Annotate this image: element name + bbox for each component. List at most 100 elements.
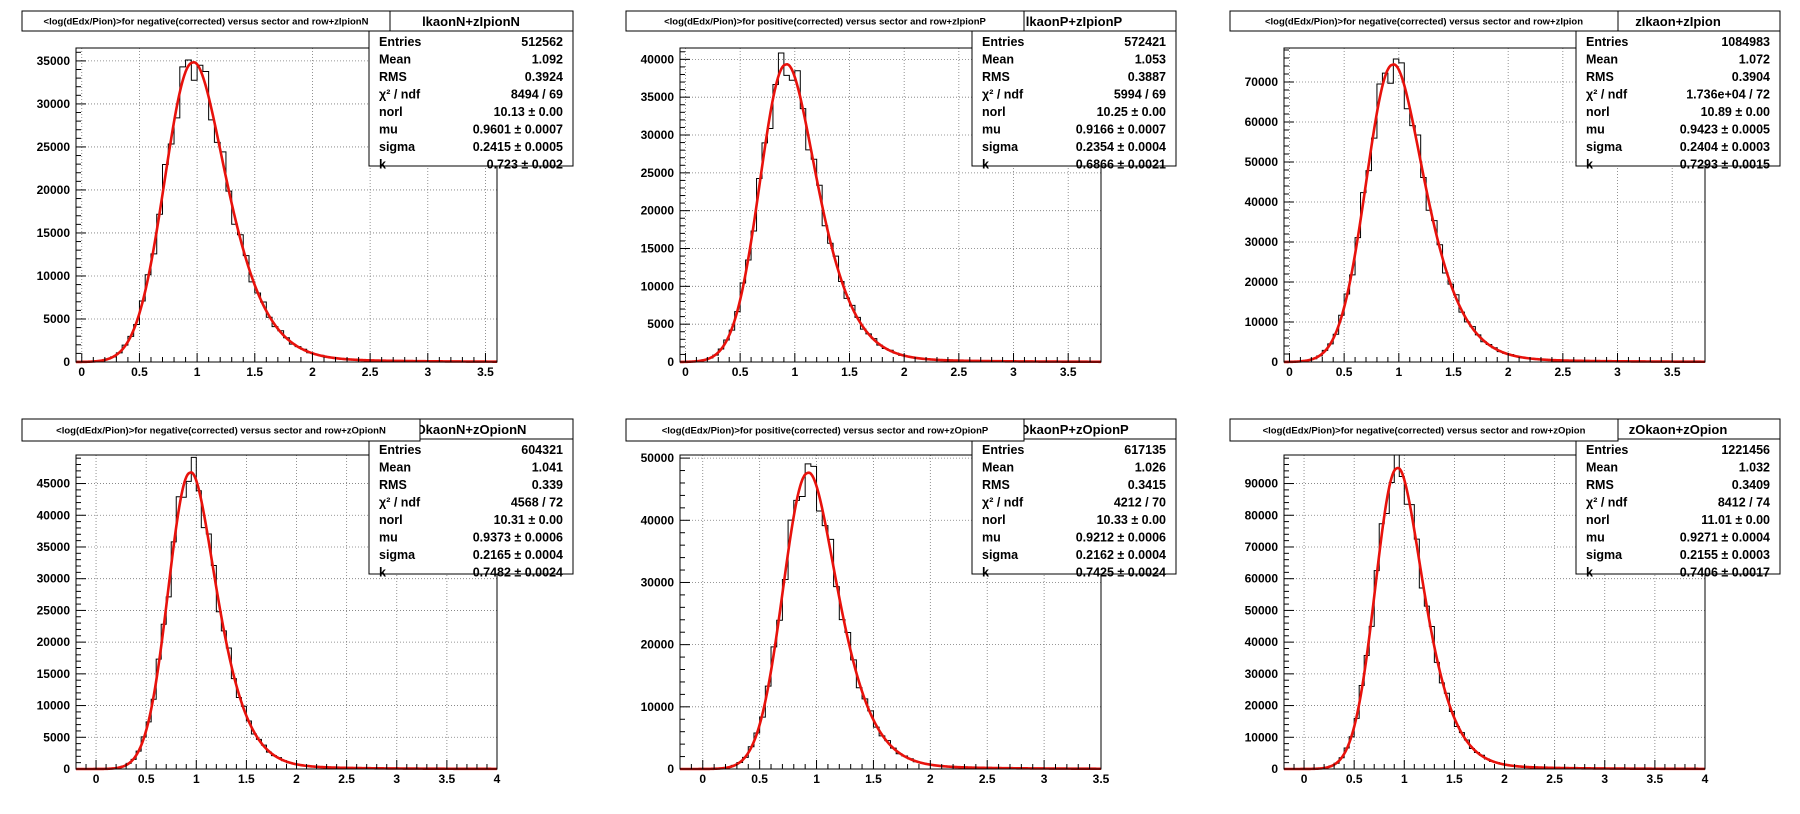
stats-value: 0.3409 [1732,478,1770,492]
title-box: <log(dEdx/Pion)>for positive(corrected) … [625,418,1025,442]
stats-name: zIkaon+zIpion [1635,14,1721,29]
stats-label: χ² / ndf [982,88,1024,102]
y-tick-label: 0 [63,355,70,369]
fit-curve [679,63,1102,364]
stats-label: Mean [1586,461,1618,475]
y-tick-label: 70000 [1245,540,1279,554]
histogram-pad-2: 0 0.5 1 1.5 2 2.5 3 3.5 0 5000 10000 15000 20000 2500… [625,10,1177,379]
x-tick-label: 3 [424,365,431,379]
stats-value: 512562 [521,35,563,49]
y-tick-label: 40000 [641,52,675,66]
y-tick-label: 35000 [37,54,71,68]
x-tick-label: 2.5 [951,365,968,379]
stats-value: 0.723 ± 0.002 [487,158,563,172]
x-tick-label: 3.5 [1060,365,1077,379]
y-tick-label: 40000 [641,513,675,527]
histogram-pad-6: 0 0.5 1 1.5 2 2.5 3 3.5 4 0 10000 20000 30000 40000 50… [1229,418,1781,786]
stats-label: k [982,566,989,580]
title-frame [1229,10,1619,32]
stats-value: 10.33 ± 0.00 [1097,513,1166,527]
x-tick-label: 3.5 [1093,772,1110,786]
stats-name: OkaonN+zOpionN [416,422,527,437]
y-tick-label: 10000 [1245,315,1279,329]
y-tick-label: 0 [1271,762,1278,776]
stats-label: k [982,158,989,172]
stats-label: mu [982,531,1001,545]
x-tick-label: 1 [193,772,200,786]
y-tick-label: 10000 [1245,730,1279,744]
y-tick-label: 45000 [37,477,71,491]
stats-label: χ² / ndf [379,88,421,102]
x-tick-label: 2.5 [362,365,379,379]
x-tick-label: 1 [791,365,798,379]
histogram-pad-5: 0 0.5 1 1.5 2 2.5 3 3.5 0 10000 20000 30000 40000 500… [625,418,1177,786]
y-tick-label: 40000 [37,508,71,522]
histogram-pad-1: 0 0.5 1 1.5 2 2.5 3 3.5 0 5000 10000 15000 20000 2500… [21,10,574,379]
stats-label: sigma [379,140,416,154]
stats-label: χ² / ndf [379,496,421,510]
y-tick-label: 50000 [1245,603,1279,617]
stats-value: 1.092 [532,53,563,67]
x-tick-label: 3 [1601,772,1608,786]
y-tick-label: 30000 [1245,667,1279,681]
stats-label: mu [982,123,1001,137]
y-tick-label: 30000 [37,97,71,111]
x-tick-label: 0 [78,365,85,379]
stats-value: 0.7406 ± 0.0017 [1680,566,1770,580]
stats-value: 0.9166 ± 0.0007 [1076,123,1166,137]
x-tick-label: 2 [901,365,908,379]
y-tick-label: 5000 [647,317,674,331]
y-tick-label: 90000 [1245,477,1279,491]
y-tick-label: 50000 [641,451,675,465]
x-tick-label: 0.5 [751,772,768,786]
x-tick-label: 2 [1505,365,1512,379]
chart-title: <log(dEdx/Pion)>for positive(corrected) … [662,426,989,437]
stats-value: 0.9271 ± 0.0004 [1680,531,1770,545]
y-tick-label: 15000 [37,667,71,681]
chart-title: <log(dEdx/Pion)>for negative(corrected) … [44,17,369,28]
title-frame [21,418,421,442]
x-tick-label: 4 [1702,772,1709,786]
stats-value: 10.89 ± 0.00 [1701,105,1770,119]
stats-value: 1084983 [1721,35,1770,49]
x-tick-label: 0 [93,772,100,786]
y-tick-label: 15000 [37,226,71,240]
chart-title: <log(dEdx/Pion)>for negative(corrected) … [56,426,386,437]
x-tick-label: 1 [813,772,820,786]
stats-frame [1575,418,1781,575]
stats-value: 4568 / 72 [511,496,563,510]
stats-label: mu [379,531,398,545]
stats-value: 8494 / 69 [511,88,563,102]
stats-value: 0.7425 ± 0.0024 [1076,566,1166,580]
y-tick-label: 20000 [641,204,675,218]
stats-label: Entries [982,443,1024,457]
stats-value: 0.3904 [1732,70,1770,84]
y-tick-label: 10000 [641,279,675,293]
stats-value: 1.026 [1135,461,1166,475]
y-tick-label: 25000 [641,166,675,180]
chart-title: <log(dEdx/Pion)>for negative(corrected) … [1263,426,1586,437]
x-tick-label: 2.5 [1546,772,1563,786]
title-box: <log(dEdx/Pion)>for negative(corrected) … [1229,418,1619,442]
stats-value: 0.2354 ± 0.0004 [1076,140,1166,154]
y-tick-label: 0 [667,762,674,776]
stats-value: 604321 [521,443,563,457]
stats-value: 0.9373 ± 0.0006 [473,531,563,545]
stats-label: sigma [379,548,416,562]
stats-value: 1221456 [1721,443,1770,457]
stats-label: norl [1586,513,1610,527]
stats-label: RMS [1586,70,1614,84]
stats-label: Entries [1586,443,1628,457]
y-tick-label: 20000 [37,635,71,649]
stats-value: 0.3924 [525,70,563,84]
fit-curve [75,60,498,364]
stats-value: 0.9423 ± 0.0005 [1680,123,1770,137]
x-tick-label: 0 [682,365,689,379]
stats-label: k [379,158,386,172]
x-tick-label: 2.5 [979,772,996,786]
y-tick-label: 35000 [37,540,71,554]
stats-value: 0.3415 [1128,478,1166,492]
stats-label: Entries [379,35,421,49]
